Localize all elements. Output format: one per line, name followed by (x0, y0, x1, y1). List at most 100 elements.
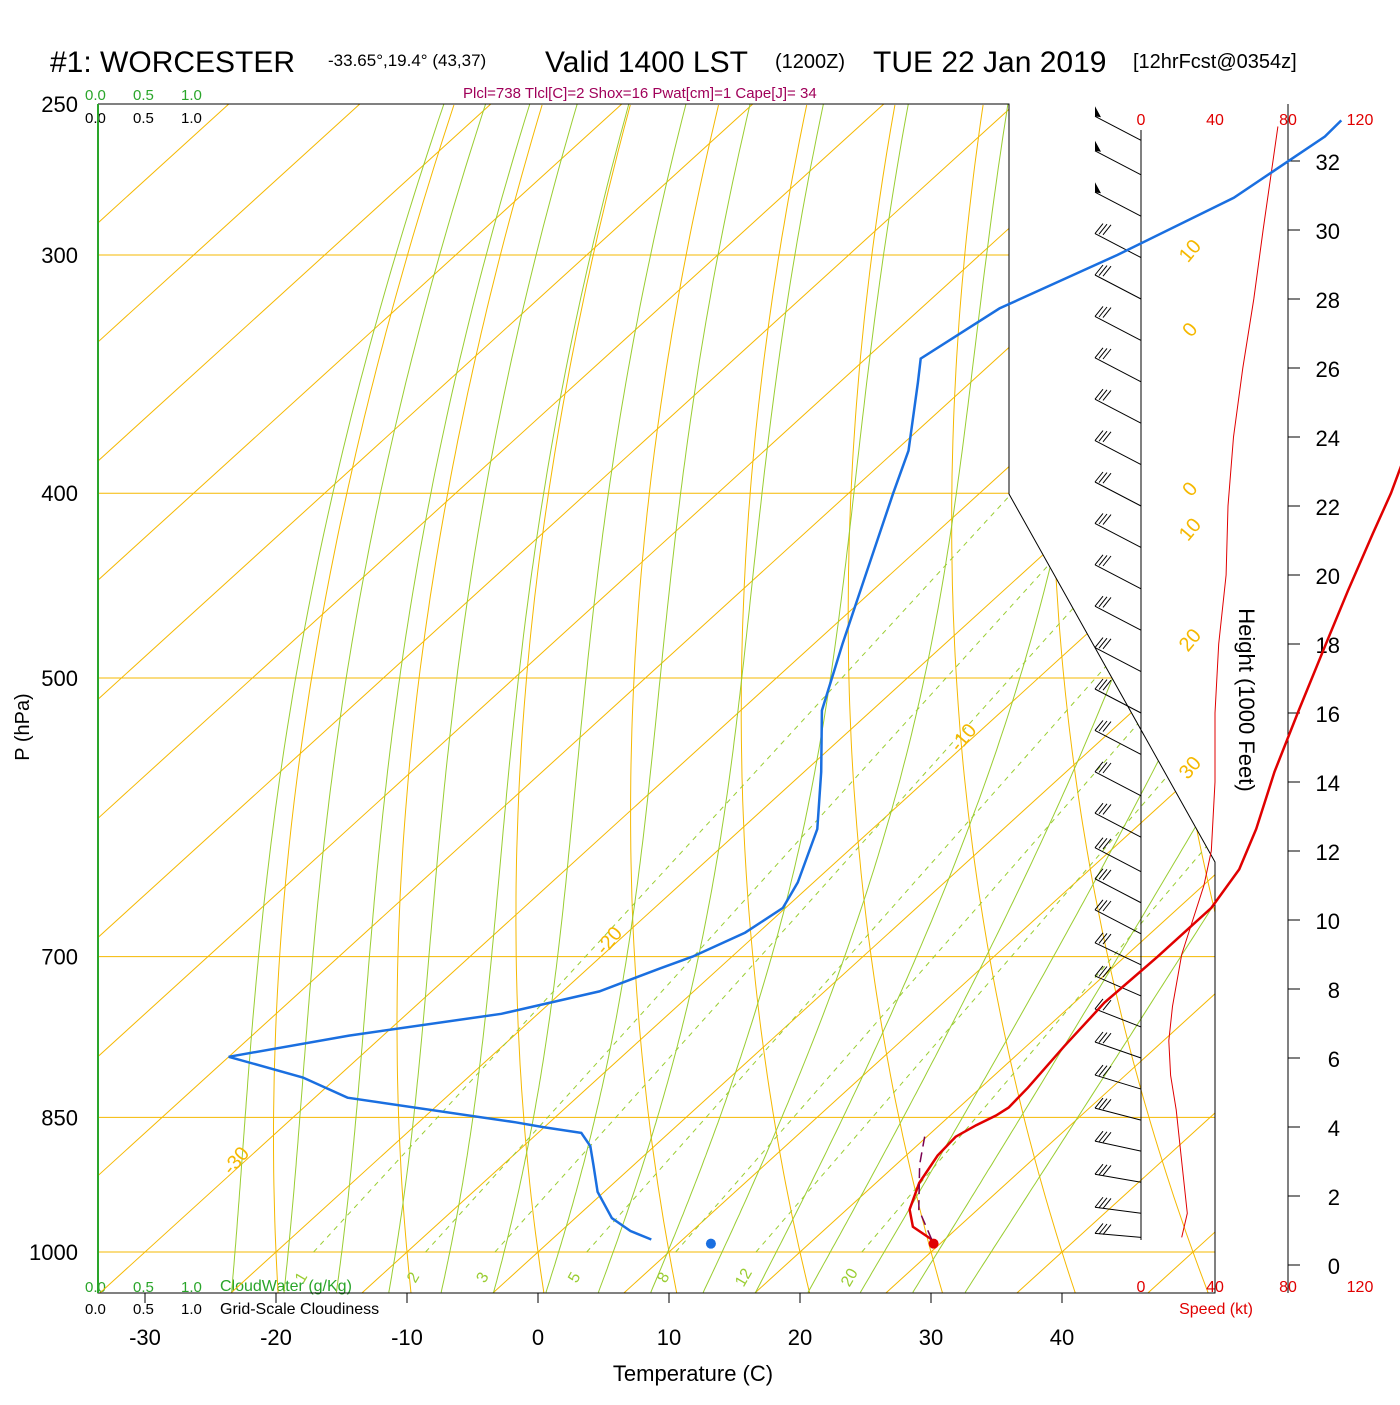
wind-speed-profile (1168, 126, 1279, 1238)
temperature-tick-label: -10 (391, 1325, 423, 1350)
isotherm-line (98, 104, 623, 1293)
isotherm-line (98, 104, 885, 1293)
wind-barb (1094, 1064, 1142, 1090)
temperature-tick-label: 40 (1050, 1325, 1074, 1350)
isotherm-line (885, 104, 1215, 1293)
axes: 1 2 3 5 8 12 20100-10-20-300102030250300400500… (29, 92, 1340, 1350)
height-tick-label: 4 (1328, 1116, 1340, 1141)
x-axis-title: Temperature (C) (613, 1361, 773, 1386)
wind-speed-label: Speed (kt) (1179, 1301, 1253, 1318)
cloud-black-1: 0.5 (133, 110, 154, 127)
dewpoint-line (228, 119, 1343, 1241)
dry-adiabat (847, 104, 943, 1293)
mixing-ratio-line (313, 492, 1013, 1253)
isotherm-line (1016, 104, 1215, 1293)
wind-barb (1094, 264, 1142, 300)
isotherm-line (1147, 104, 1215, 1293)
mixing-ratio-label: 2 (404, 1270, 423, 1286)
height-tick-label: 32 (1316, 150, 1340, 175)
moist-adiabat (493, 104, 687, 1293)
pressure-tick-label: 250 (41, 92, 78, 117)
cloud-scale-bottom: 0.0 0.5 1.0 CloudWater (g/Kg) 0.0 0.5 1.… (85, 1278, 379, 1318)
wind-barb (1094, 595, 1142, 631)
wind-barb (1094, 802, 1142, 838)
cloud-bottom-black-0: 0.0 (85, 1301, 106, 1318)
moist-adiabat (545, 104, 751, 1293)
station-title: #1: WORCESTER (50, 46, 295, 79)
mixing-ratio-label: 5 (565, 1270, 584, 1286)
cloud-green-0: 0.0 (85, 87, 106, 104)
dry-adiabat (273, 104, 455, 1293)
station-coords: -33.65°,19.4° (43,37) (328, 51, 486, 70)
wind-speed-top-40: 40 (1206, 112, 1224, 129)
mixing-ratio-label: 12 (732, 1266, 756, 1290)
height-tick-label: 26 (1316, 357, 1340, 382)
mixing-ratio-label: 20 (838, 1266, 862, 1290)
wind-speed-bottom-80: 80 (1279, 1279, 1297, 1296)
height-tick-label: 20 (1316, 564, 1340, 589)
dry-adiabat (1243, 105, 1400, 1293)
pressure-tick-label: 500 (41, 666, 78, 691)
moist-adiabat (912, 104, 1215, 1293)
mixing-ratio-label: 3 (473, 1270, 492, 1286)
forecast-info: [12hrFcst@0354z] (1133, 51, 1297, 73)
zulu-time: (1200Z) (775, 51, 845, 73)
wind-speed-top-120: 120 (1347, 112, 1374, 129)
moist-adiabat (283, 104, 487, 1293)
isotherm-line (230, 104, 1215, 1293)
height-tick-label: 0 (1328, 1254, 1340, 1279)
moist-adiabat (388, 104, 578, 1293)
wind-speed-bottom-0: 0 (1137, 1279, 1146, 1296)
temperature-tick-label: 30 (919, 1325, 943, 1350)
cloudiness-label: Grid-Scale Cloudiness (220, 1301, 379, 1318)
valid-time: Valid 1400 LST (545, 46, 748, 79)
cloud-bottom-green-1: 0.5 (133, 1279, 154, 1296)
cloud-scale-top: 0.0 0.5 1.0 0.0 0.5 1.0 (85, 87, 202, 127)
height-tick-label: 12 (1316, 840, 1340, 865)
wind-speed-bottom-120: 120 (1347, 1279, 1374, 1296)
dry-adiabat (1335, 105, 1400, 1293)
moist-adiabat (231, 104, 445, 1293)
wind-barb (1094, 1031, 1142, 1059)
wind-barb (1094, 140, 1142, 176)
isotherm-line (98, 104, 1016, 1293)
temperature-tick-label: 10 (657, 1325, 681, 1350)
dry-adiabat (740, 104, 811, 1293)
dry-adiabat (396, 104, 543, 1293)
wind-barb (1094, 347, 1142, 383)
temperature-tick-label: -30 (129, 1325, 161, 1350)
wind-barb (1094, 306, 1142, 341)
wind-barb (1094, 761, 1142, 797)
cloud-green-1: 0.5 (133, 87, 154, 104)
isotherm-line (361, 104, 1215, 1293)
height-axis-title: Height (1000 Feet) (1234, 608, 1259, 791)
moist-adiabat (755, 104, 1127, 1293)
wind-barb (1094, 471, 1142, 507)
wind-barb (1094, 678, 1142, 714)
wind-barb (1094, 965, 1142, 997)
sounding-series (228, 119, 1400, 1249)
isotherm-label: 10 (1175, 514, 1206, 545)
cloudwater-label: CloudWater (g/Kg) (220, 1278, 352, 1295)
temperature-tick-label: -20 (260, 1325, 292, 1350)
moist-adiabat (335, 104, 531, 1293)
moist-adiabat (807, 104, 1215, 1293)
wind-barb (1094, 837, 1142, 873)
wind-barb (1094, 223, 1142, 259)
pressure-tick-label: 850 (41, 1105, 78, 1130)
background-lines (98, 104, 1400, 1293)
wind-barb (1094, 899, 1142, 935)
isotherm-label: -20 (592, 923, 627, 959)
wind-barb (1094, 106, 1142, 141)
isotherm-label: 20 (1175, 625, 1206, 656)
wind-barb (1094, 637, 1142, 673)
isotherm-line (98, 104, 754, 1293)
isotherm-line (98, 104, 361, 1293)
mixing-ratio-line (586, 492, 1215, 1253)
height-tick-label: 10 (1316, 909, 1340, 934)
mixing-ratio-line (755, 492, 1215, 1253)
mixing-ratio-label: 8 (654, 1270, 673, 1286)
wind-barb (1094, 430, 1142, 466)
forecast-date: TUE 22 Jan 2019 (873, 46, 1106, 79)
